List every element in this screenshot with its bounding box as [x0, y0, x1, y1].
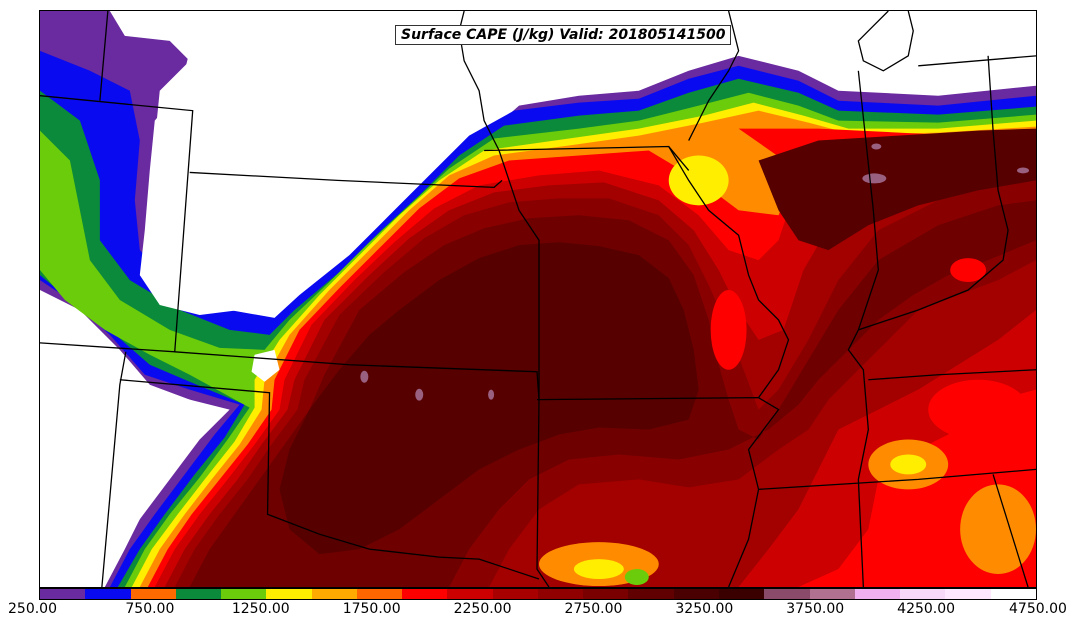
colorbar-tick-label: 4750.00 [1009, 601, 1067, 617]
colorbar-segment [537, 589, 584, 599]
no-cape-region-ne [728, 11, 1036, 91]
colorbar-tick-label: 2250.00 [453, 601, 512, 617]
cape-spot-1250 [573, 559, 624, 580]
colorbar-segment [945, 589, 991, 599]
colorbar-segment [628, 589, 674, 599]
colorbar-segment [990, 589, 1036, 599]
cape-spot-1500 [960, 484, 1036, 575]
colorbar-segment [40, 589, 86, 599]
cape-spot-1250 [668, 155, 729, 206]
colorbar-segment [221, 589, 267, 599]
cape-spot-3500 [871, 143, 882, 150]
colorbar-tick-label: 1750.00 [342, 601, 401, 617]
colorbar-segment [447, 589, 493, 599]
cape-spot-3500 [862, 173, 887, 184]
colorbar-tick-label: 250.00 [8, 601, 57, 617]
colorbar-segment [311, 589, 357, 599]
no-cape-region-sw [40, 299, 215, 587]
cape-spot-1750 [928, 379, 1029, 440]
cape-spot-3500 [488, 389, 495, 400]
colorbar-segment [673, 589, 719, 599]
cape-spot-3500 [1017, 167, 1030, 174]
colorbar-tick-label: 4250.00 [897, 601, 956, 617]
colorbar-segment [130, 589, 176, 599]
colorbar-segment [85, 589, 131, 599]
colorbar-segment [266, 589, 312, 599]
colorbar-tick-label: 750.00 [125, 601, 175, 617]
colorbar-tick-label: 2750.00 [564, 601, 623, 617]
colorbar-ticks: 250.00 750.00 1250.00 1750.00 2250.00 2750.00… [0, 600, 1081, 630]
colorbar-tick-label: 3750.00 [786, 601, 845, 617]
cape-zone-3000-east [758, 128, 1036, 251]
cape-spot-1750 [710, 290, 747, 370]
cape-spot-1000 [624, 569, 649, 586]
colorbar-segment [583, 589, 629, 599]
colorbar-segment [764, 589, 810, 599]
map-panel: Surface CAPE (J/kg) Valid: 201805141500 [39, 10, 1037, 588]
cape-spot-3500 [415, 388, 424, 401]
cape-spot-1250 [890, 454, 927, 475]
colorbar-segment [809, 589, 855, 599]
cape-spot-3500 [360, 370, 369, 383]
colorbar-tick-label: 1250.00 [231, 601, 290, 617]
colorbar-segment [900, 589, 946, 599]
no-cape-region-nw [139, 11, 500, 315]
cape-fill-layer [40, 11, 1036, 587]
colorbar-tick-label: 3250.00 [675, 601, 734, 617]
colorbar-segment [175, 589, 222, 599]
state-boundaries [40, 11, 1036, 587]
colorbar-segment [356, 589, 403, 599]
map-title: Surface CAPE (J/kg) Valid: 201805141500 [395, 25, 732, 45]
cape-spot-1750 [950, 258, 987, 283]
colorbar-segment [492, 589, 538, 599]
colorbar [39, 588, 1037, 600]
colorbar-segment [718, 589, 765, 599]
colorbar-segment [402, 589, 448, 599]
cape-map [40, 11, 1036, 587]
colorbar-segment [854, 589, 901, 599]
